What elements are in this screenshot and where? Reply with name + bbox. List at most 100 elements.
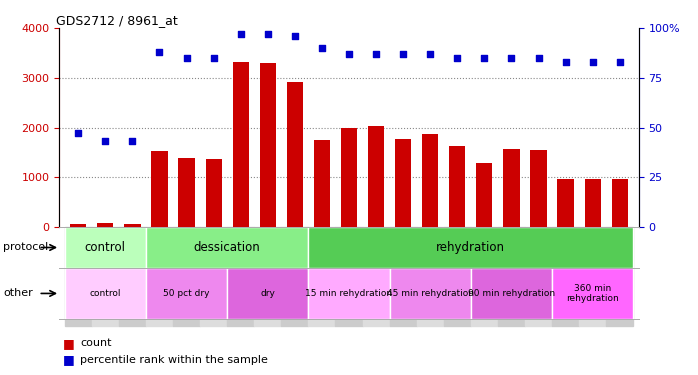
Bar: [173, 227, 200, 326]
Bar: [471, 268, 552, 319]
Bar: [389, 268, 471, 319]
Bar: [309, 227, 336, 326]
Bar: [471, 227, 498, 326]
Bar: [260, 63, 276, 227]
Bar: [227, 227, 254, 326]
Bar: [389, 227, 417, 287]
Bar: [444, 227, 471, 287]
Bar: [309, 268, 389, 319]
Bar: [173, 227, 200, 287]
Bar: [146, 227, 309, 268]
Bar: [498, 227, 525, 326]
Point: [424, 51, 436, 57]
Bar: [368, 126, 384, 227]
Point: [371, 51, 382, 57]
Bar: [65, 227, 92, 287]
Text: 50 pct dry: 50 pct dry: [163, 289, 210, 298]
Bar: [579, 227, 606, 326]
Bar: [309, 227, 633, 268]
Bar: [227, 227, 254, 287]
Bar: [200, 227, 227, 326]
Bar: [254, 227, 281, 287]
Bar: [309, 227, 336, 287]
Text: percentile rank within the sample: percentile rank within the sample: [80, 355, 268, 365]
Bar: [579, 227, 606, 287]
Bar: [525, 227, 552, 326]
Bar: [476, 163, 493, 227]
Point: [154, 49, 165, 55]
Text: count: count: [80, 338, 112, 348]
Bar: [254, 227, 281, 326]
Text: rehydration: rehydration: [436, 241, 505, 254]
Point: [316, 45, 327, 51]
Bar: [362, 227, 389, 287]
Bar: [552, 268, 633, 319]
Bar: [336, 227, 362, 287]
Text: protocol: protocol: [3, 243, 49, 252]
Bar: [606, 227, 633, 287]
Bar: [205, 159, 222, 227]
Bar: [179, 158, 195, 227]
Bar: [65, 268, 146, 319]
Bar: [70, 224, 87, 227]
Bar: [498, 227, 525, 287]
Point: [398, 51, 409, 57]
Point: [100, 138, 111, 144]
Text: 90 min rehydration: 90 min rehydration: [468, 289, 555, 298]
Bar: [281, 227, 309, 287]
Bar: [97, 224, 114, 227]
Bar: [65, 227, 146, 268]
Point: [479, 55, 490, 61]
Bar: [146, 227, 173, 326]
Bar: [417, 227, 444, 326]
Bar: [395, 140, 411, 227]
Bar: [336, 227, 362, 326]
Point: [73, 130, 84, 136]
Point: [560, 59, 571, 65]
Bar: [287, 82, 303, 227]
Bar: [65, 227, 92, 326]
Point: [506, 55, 517, 61]
Text: 45 min rehydration: 45 min rehydration: [387, 289, 474, 298]
Bar: [450, 146, 466, 227]
Point: [587, 59, 598, 65]
Point: [614, 59, 625, 65]
Point: [127, 138, 138, 144]
Text: ■: ■: [63, 354, 75, 366]
Bar: [503, 149, 519, 227]
Bar: [232, 62, 248, 227]
Bar: [584, 179, 601, 227]
Bar: [124, 224, 140, 227]
Text: ■: ■: [63, 337, 75, 350]
Text: control: control: [85, 241, 126, 254]
Text: control: control: [89, 289, 121, 298]
Text: GDS2712 / 8961_at: GDS2712 / 8961_at: [57, 14, 178, 27]
Bar: [146, 268, 227, 319]
Point: [343, 51, 355, 57]
Bar: [552, 227, 579, 326]
Bar: [341, 129, 357, 227]
Bar: [558, 179, 574, 227]
Bar: [444, 227, 471, 326]
Point: [452, 55, 463, 61]
Bar: [200, 227, 227, 287]
Text: 15 min rehydration: 15 min rehydration: [306, 289, 392, 298]
Bar: [92, 227, 119, 326]
Bar: [417, 227, 444, 287]
Bar: [471, 227, 498, 287]
Bar: [314, 140, 330, 227]
Bar: [606, 227, 633, 326]
Bar: [422, 134, 438, 227]
Point: [181, 55, 192, 61]
Bar: [530, 150, 547, 227]
Bar: [119, 227, 146, 326]
Bar: [552, 227, 579, 287]
Point: [235, 31, 246, 37]
Point: [208, 55, 219, 61]
Bar: [389, 227, 417, 326]
Point: [533, 55, 544, 61]
Bar: [146, 227, 173, 287]
Text: 360 min
rehydration: 360 min rehydration: [566, 284, 619, 303]
Text: dessication: dessication: [194, 241, 260, 254]
Point: [289, 33, 300, 39]
